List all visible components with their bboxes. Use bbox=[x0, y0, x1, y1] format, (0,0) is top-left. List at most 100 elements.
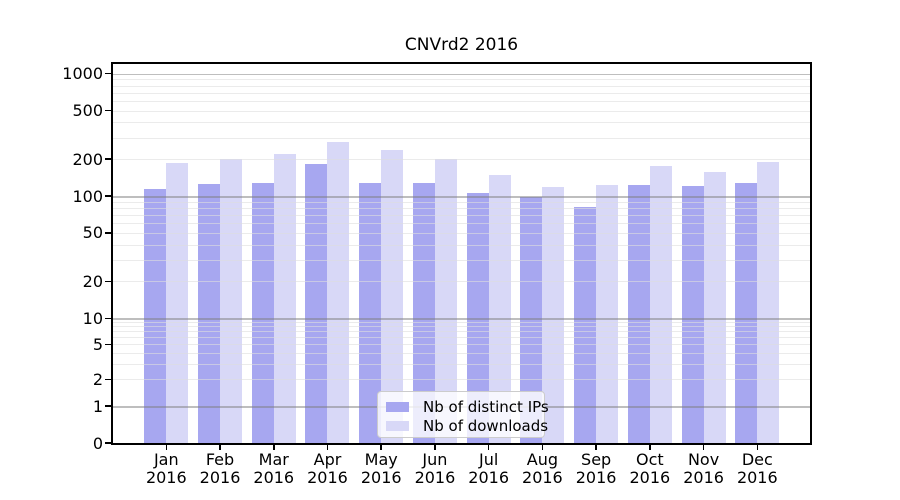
x-tick-label: Mar 2016 bbox=[253, 450, 295, 487]
legend-swatch-distinct-ips bbox=[386, 401, 409, 412]
x-tick-label: Jan 2016 bbox=[145, 450, 187, 487]
x-tick bbox=[487, 445, 490, 450]
x-tick bbox=[434, 445, 436, 450]
plot-spine-right bbox=[810, 61, 812, 445]
bar-distinct-ips bbox=[412, 183, 435, 443]
bar-downloads bbox=[703, 172, 726, 443]
x-tick-label: Nov 2016 bbox=[683, 450, 724, 487]
x-tick-label: Jun 2016 bbox=[414, 450, 456, 487]
gridline-minor bbox=[113, 207, 810, 209]
legend: Nb of distinct IPs Nb of downloads bbox=[377, 391, 549, 438]
x-tick-label: May 2016 bbox=[360, 450, 402, 487]
gridline-minor bbox=[113, 201, 810, 203]
bar-downloads bbox=[166, 163, 189, 443]
x-tick-label: Oct 2016 bbox=[629, 450, 671, 487]
bar-distinct-ips bbox=[574, 206, 597, 443]
gridline-minor bbox=[113, 321, 810, 323]
bar-distinct-ips bbox=[251, 182, 274, 443]
y-tick bbox=[105, 317, 112, 320]
gridline-minor bbox=[113, 110, 810, 112]
bar-downloads bbox=[596, 185, 619, 443]
x-tick bbox=[702, 445, 705, 450]
x-tick bbox=[165, 445, 168, 450]
y-tick-label: 500 bbox=[72, 101, 103, 121]
legend-label-downloads: Nb of downloads bbox=[423, 416, 549, 435]
bar-downloads bbox=[273, 154, 296, 443]
bar-distinct-ips bbox=[681, 186, 704, 443]
x-tick bbox=[273, 445, 275, 450]
gridline-minor bbox=[113, 281, 810, 283]
bar-distinct-ips bbox=[735, 183, 758, 443]
plot-area: Nb of distinct IPs Nb of downloads bbox=[113, 63, 810, 443]
y-tick bbox=[105, 158, 112, 160]
y-tick bbox=[105, 405, 112, 407]
gridline-minor bbox=[113, 100, 810, 102]
gridline-minor bbox=[113, 331, 810, 333]
gridline-minor bbox=[113, 363, 810, 365]
plot-spine-top bbox=[111, 61, 812, 64]
y-tick bbox=[105, 378, 112, 381]
gridline-minor bbox=[113, 223, 810, 225]
bar-downloads bbox=[757, 162, 780, 443]
y-tick-label: 10 bbox=[82, 308, 103, 328]
x-tick-label: Aug 2016 bbox=[522, 450, 563, 487]
bar-downloads bbox=[542, 186, 565, 443]
y-tick bbox=[105, 232, 112, 234]
gridline-minor bbox=[113, 244, 810, 246]
y-tick bbox=[105, 72, 112, 75]
y-tick bbox=[105, 195, 112, 197]
bar-downloads bbox=[220, 158, 243, 443]
y-tick bbox=[105, 280, 112, 283]
gridline-minor bbox=[113, 137, 810, 139]
x-tick bbox=[649, 445, 651, 450]
legend-label-distinct-ips: Nb of distinct IPs bbox=[423, 397, 549, 416]
x-tick bbox=[541, 445, 544, 450]
plot-spine-bottom bbox=[111, 443, 812, 445]
gridline-minor bbox=[113, 214, 810, 216]
gridline-minor bbox=[113, 79, 810, 81]
bar-downloads bbox=[649, 165, 672, 443]
x-tick bbox=[380, 445, 382, 450]
y-tick-label: 20 bbox=[82, 271, 103, 291]
y-tick bbox=[105, 343, 112, 346]
y-tick-label: 1 bbox=[92, 396, 103, 416]
bar-downloads bbox=[434, 158, 457, 443]
bar-distinct-ips bbox=[359, 182, 382, 443]
x-tick-label: Jul 2016 bbox=[468, 450, 510, 487]
y-tick-label: 5 bbox=[92, 334, 103, 354]
gridline-minor bbox=[113, 326, 810, 328]
x-tick-label: Feb 2016 bbox=[199, 450, 241, 487]
legend-item-downloads: Nb of downloads bbox=[386, 416, 548, 435]
bar-downloads bbox=[488, 175, 511, 443]
y-tick-label: 50 bbox=[82, 223, 103, 243]
y-tick bbox=[105, 442, 112, 444]
gridline-minor bbox=[113, 379, 810, 381]
gridline-major bbox=[113, 196, 810, 198]
y-tick bbox=[105, 109, 112, 112]
legend-item-distinct-ips: Nb of distinct IPs bbox=[386, 397, 549, 416]
bar-downloads bbox=[327, 142, 350, 443]
gridline-major bbox=[113, 73, 810, 76]
bar-distinct-ips bbox=[305, 163, 328, 443]
bar-distinct-ips bbox=[198, 184, 221, 443]
bar-distinct-ips bbox=[144, 188, 167, 443]
gridline-minor bbox=[113, 344, 810, 346]
gridline-minor bbox=[113, 259, 810, 261]
legend-swatch-downloads bbox=[386, 420, 409, 431]
gridline-major bbox=[113, 318, 810, 320]
y-tick-label: 2 bbox=[92, 369, 103, 389]
bar-distinct-ips bbox=[627, 185, 650, 443]
x-tick bbox=[756, 445, 759, 450]
gridline-minor bbox=[113, 232, 810, 234]
plot-spine-left bbox=[111, 61, 113, 445]
gridline-minor bbox=[113, 337, 810, 339]
y-tick-label: 1000 bbox=[62, 64, 103, 84]
gridline-minor bbox=[113, 92, 810, 94]
x-tick bbox=[326, 445, 329, 450]
x-tick-label: Dec 2016 bbox=[736, 450, 778, 487]
x-tick-label: Apr 2016 bbox=[307, 450, 348, 487]
x-tick-label: Sep 2016 bbox=[575, 450, 617, 487]
gridline-minor bbox=[113, 352, 810, 354]
gridline-minor bbox=[113, 122, 810, 124]
